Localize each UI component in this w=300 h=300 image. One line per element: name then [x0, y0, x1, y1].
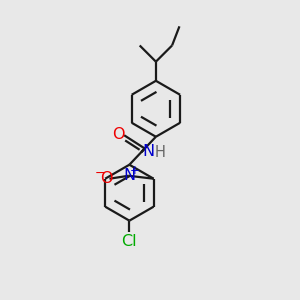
Text: Cl: Cl [122, 234, 137, 249]
Text: O: O [112, 127, 125, 142]
Text: −: − [95, 167, 105, 180]
Text: O: O [100, 171, 112, 186]
Text: H: H [154, 145, 165, 160]
Text: N: N [123, 168, 135, 183]
Text: N: N [142, 144, 155, 159]
Text: +: + [130, 164, 140, 177]
